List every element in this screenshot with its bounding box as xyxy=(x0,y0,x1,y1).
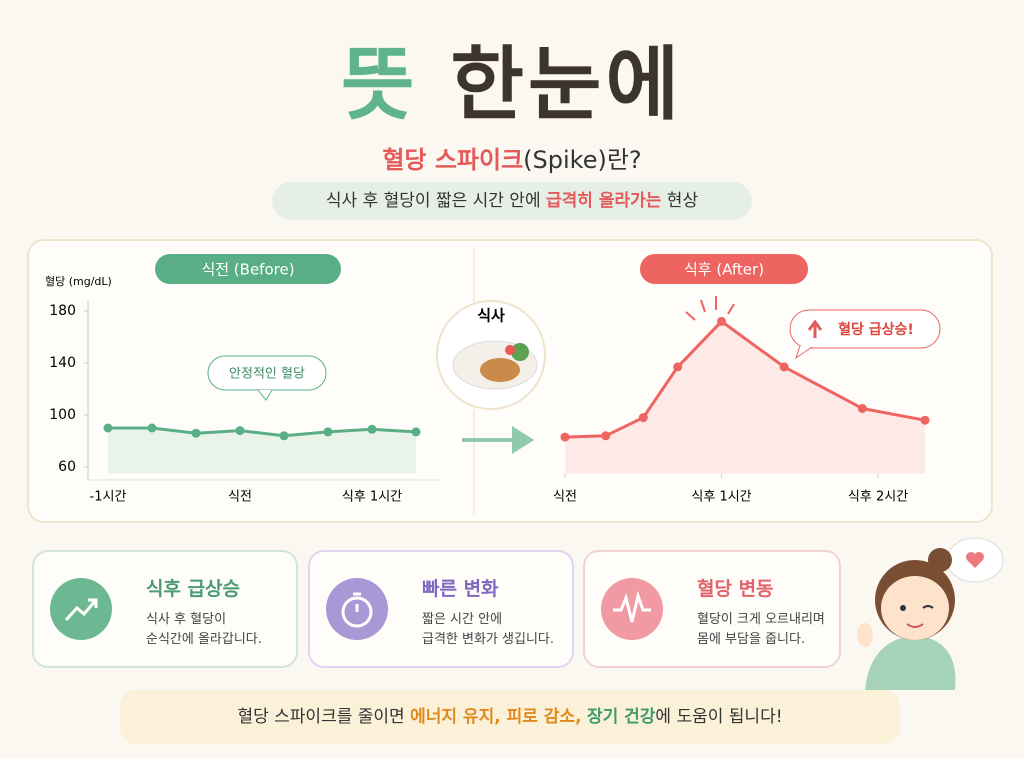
eye xyxy=(922,605,934,609)
subtitle-part: 혈당 스파이크 xyxy=(382,146,524,174)
annotation: 혈당 급상승! xyxy=(838,321,914,338)
point xyxy=(920,415,930,425)
chart-panel: 식전 (Before) 식후 (After) 혈당 (mg/dL) 안정적인 혈… xyxy=(27,239,993,523)
card-text: 순식간에 올라갑니다. xyxy=(146,632,262,647)
character xyxy=(857,537,1004,690)
food xyxy=(511,343,529,361)
y-axis-label: 혈당 (mg/dL) xyxy=(45,274,112,288)
point xyxy=(103,423,113,433)
up-icon xyxy=(807,319,823,338)
desc-part: 현상 xyxy=(661,191,699,211)
desc-part: 급격히 올라가는 xyxy=(546,191,662,211)
point xyxy=(411,427,421,437)
card-title: 식후 급상승 xyxy=(146,578,241,600)
footer-part: 혈당 스파이크를 줄이면 xyxy=(237,707,411,727)
bun xyxy=(928,548,952,572)
heart xyxy=(966,552,984,568)
point xyxy=(147,423,157,433)
icon xyxy=(64,598,98,622)
point xyxy=(235,426,245,436)
chart-title: 식전 (Before) xyxy=(201,261,294,279)
eye xyxy=(900,605,906,611)
card-title: 혈당 변동 xyxy=(697,578,774,600)
subtitle-part: (Spike)란? xyxy=(523,146,642,174)
card-title: 빠른 변화 xyxy=(422,578,499,600)
bubble-tail xyxy=(257,389,273,401)
title-pill xyxy=(640,254,808,284)
point xyxy=(279,431,289,441)
face xyxy=(881,576,949,640)
point xyxy=(560,432,570,442)
x-tick-label: 식전 xyxy=(553,490,577,505)
annotation-bubble xyxy=(789,309,941,349)
y-tick-label: 100 xyxy=(49,407,76,423)
card: 식후 급상승 식사 후 혈당이 순식간에 올라갑니다. xyxy=(32,550,298,668)
footer-part: 에너지 유지, 피로 감소, xyxy=(410,707,582,727)
arrow xyxy=(462,426,534,454)
y-tick-label: 140 xyxy=(49,355,76,371)
y-tick-label: 180 xyxy=(49,303,76,319)
card-icon xyxy=(326,578,388,640)
y-tick-label: 60 xyxy=(58,459,76,475)
point xyxy=(673,362,683,372)
card-text: 몸에 부담을 줍니다. xyxy=(697,632,806,647)
chart-title: 식후 (After) xyxy=(684,261,764,279)
bubble-tail xyxy=(795,345,813,360)
footer: 혈당 스파이크를 줄이면 에너지 유지, 피로 감소, 장기 건강에 도움이 됩… xyxy=(120,690,900,744)
title-part: 한눈에 xyxy=(450,38,684,131)
subtitle: 혈당 스파이크(Spike)란? xyxy=(0,140,1024,175)
area xyxy=(565,321,925,474)
point xyxy=(779,362,789,372)
card-text: 식사 후 혈당이 xyxy=(146,612,227,627)
card: 빠른 변화 짧은 시간 안에 급격한 변화가 생깁니다. xyxy=(308,550,574,668)
point xyxy=(857,404,867,413)
x-tick-label: -1시간 xyxy=(90,490,127,505)
footer-part: 장기 건강 xyxy=(586,707,656,727)
card-icon xyxy=(601,578,663,640)
icon xyxy=(341,592,373,628)
mouth xyxy=(906,623,924,628)
food xyxy=(480,358,520,382)
card-text: 혈당이 크게 오르내리며 xyxy=(697,612,825,627)
desc-part: 식사 후 혈당이 짧은 시간 안에 xyxy=(325,191,546,211)
point xyxy=(601,431,611,441)
area xyxy=(108,428,416,474)
point xyxy=(367,424,377,434)
body xyxy=(865,635,956,690)
x-tick-label: 식후 2시간 xyxy=(848,490,908,505)
description: 식사 후 혈당이 짧은 시간 안에 급격히 올라가는 현상 xyxy=(272,182,752,220)
x-tick-label: 식후 1시간 xyxy=(691,490,751,505)
title-pill xyxy=(155,254,341,284)
meal-label: 식사 xyxy=(477,307,505,325)
x-tick-label: 식전 xyxy=(228,490,252,505)
card-icon xyxy=(50,578,112,640)
title: 뜻 한눈에 xyxy=(0,20,1024,136)
card-text: 짧은 시간 안에 xyxy=(422,612,503,627)
point xyxy=(323,427,333,437)
x-tick-label: 식후 1시간 xyxy=(342,490,402,505)
annotation: 안정적인 혈당 xyxy=(229,367,305,382)
line xyxy=(564,319,926,439)
spark xyxy=(685,296,735,321)
footer-part: 에 도움이 됩니다! xyxy=(655,707,783,727)
point xyxy=(717,316,727,326)
card-text: 급격한 변화가 생깁니다. xyxy=(422,632,554,647)
point xyxy=(638,413,648,423)
food xyxy=(505,345,515,355)
icon xyxy=(613,590,651,623)
line xyxy=(108,426,417,438)
title-part: 뜻 xyxy=(340,38,419,131)
hand xyxy=(857,623,873,647)
card: 혈당 변동 혈당이 크게 오르내리며 몸에 부담을 줍니다. xyxy=(583,550,841,668)
point xyxy=(191,428,201,438)
